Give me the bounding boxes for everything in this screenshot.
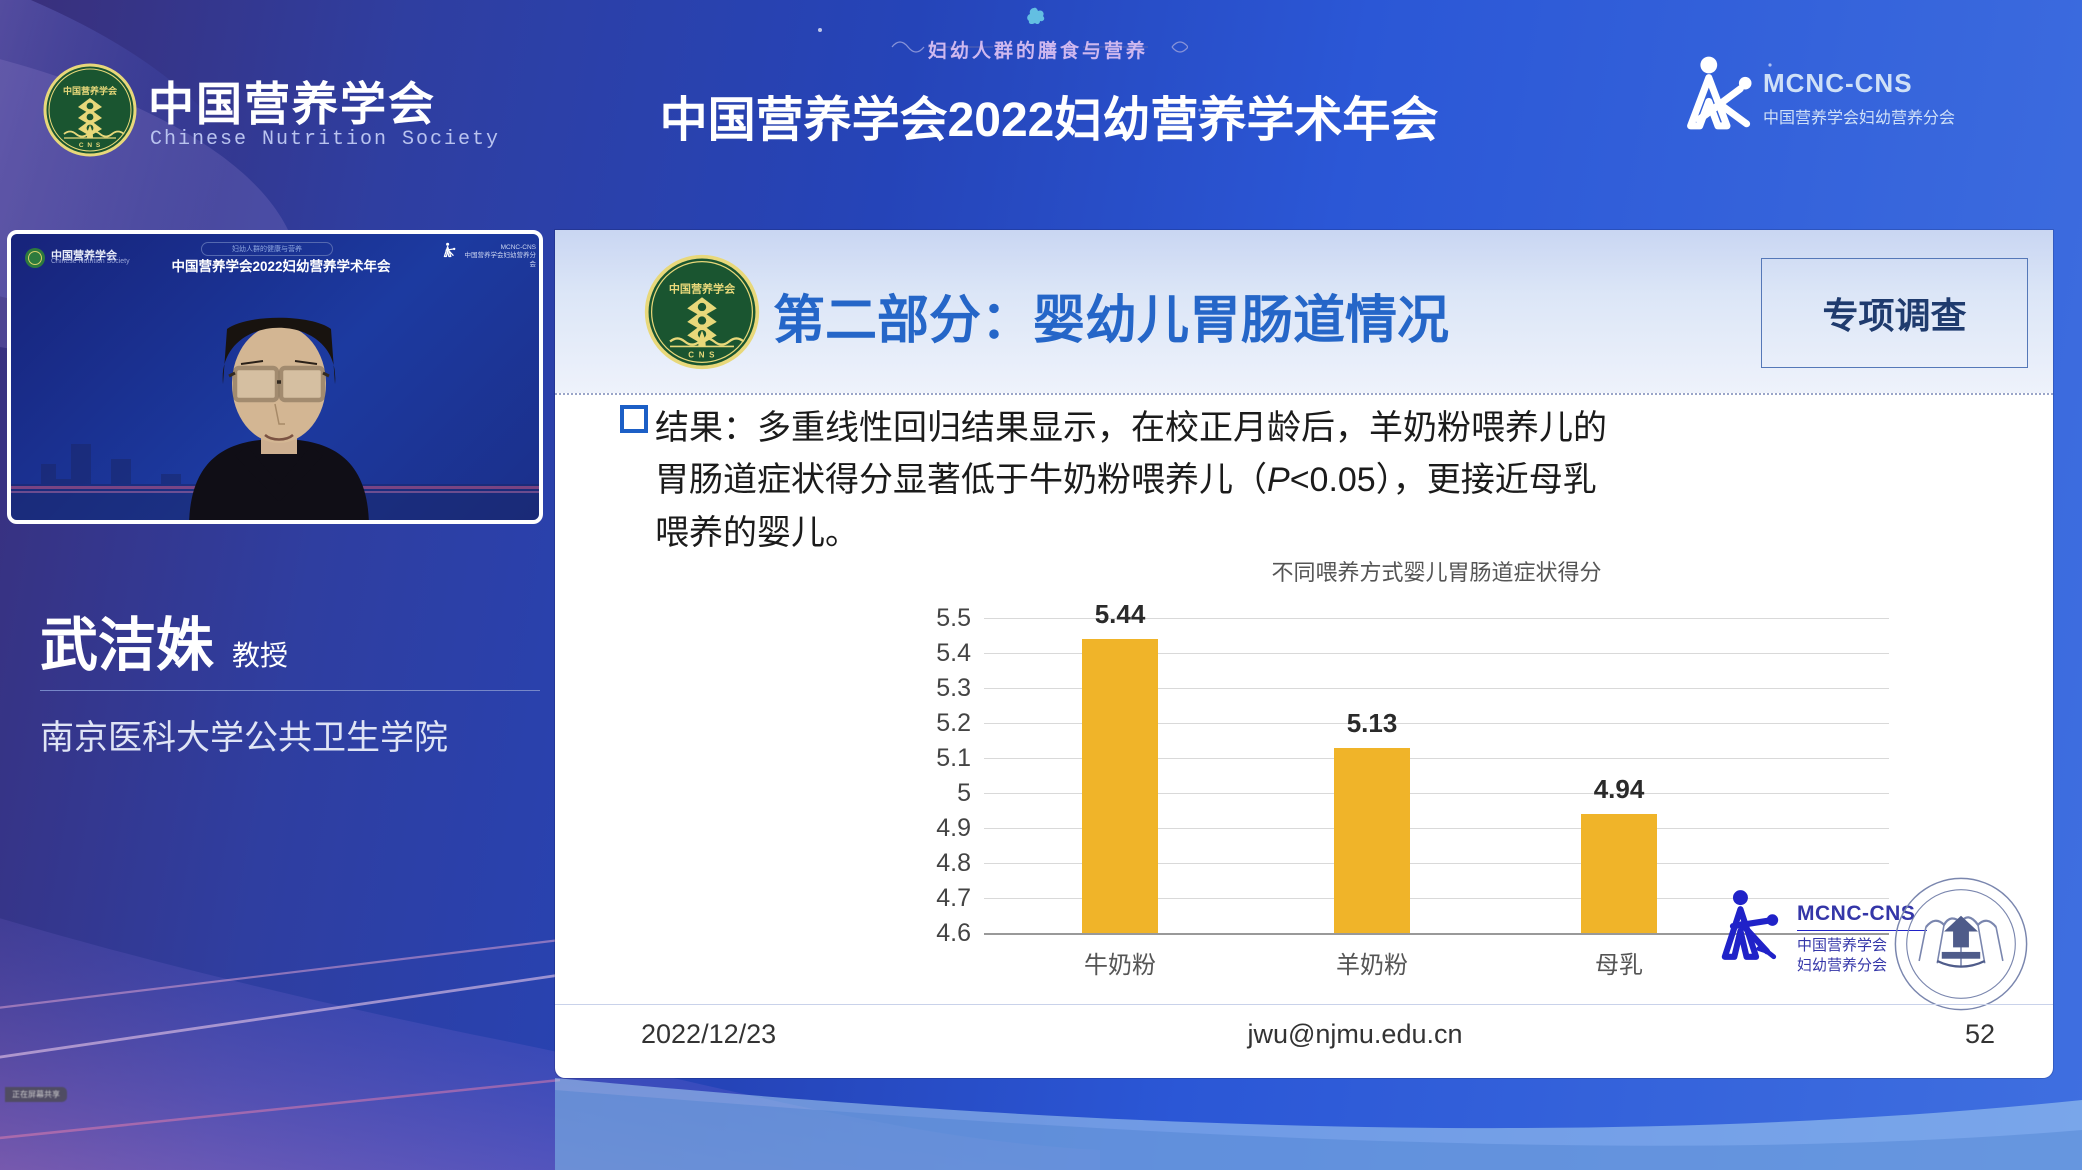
svg-text:中国营养学会: 中国营养学会 bbox=[669, 281, 736, 295]
svg-text:中国营养学会: 中国营养学会 bbox=[63, 85, 118, 96]
svg-text:C N S: C N S bbox=[688, 350, 715, 359]
svg-text:C N S: C N S bbox=[79, 142, 101, 149]
